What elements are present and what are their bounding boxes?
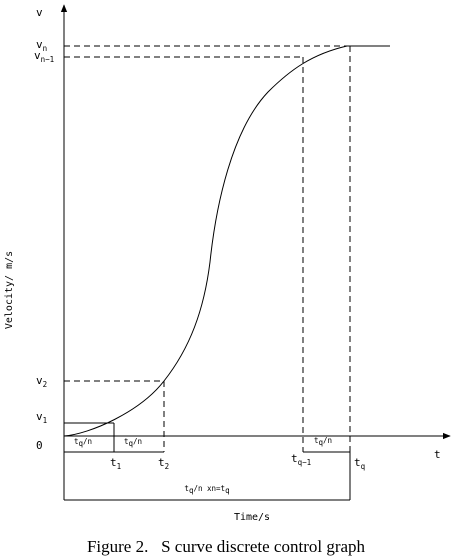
label-tq: tq — [354, 456, 365, 471]
label-vn: vn — [36, 38, 47, 53]
label-tq1: tq−1 — [291, 452, 311, 467]
y-axis-title: Velocity/ m/s — [4, 251, 15, 329]
label-t1: t1 — [110, 456, 121, 471]
s-curve — [63, 45, 348, 437]
label-v2: v2 — [36, 374, 47, 389]
x-axis-symbol: t — [434, 448, 441, 461]
box3-label: tq/n — [314, 436, 332, 447]
label-vn1: vn−1 — [34, 49, 54, 64]
label-t2: t2 — [158, 456, 169, 471]
x-axis-title: Time/s — [234, 512, 270, 523]
label-v1: v1 — [36, 410, 47, 425]
box2-label: tq/n — [124, 437, 142, 448]
box1-label: tq/n — [74, 437, 92, 448]
total-label: tq/n xn=tq — [184, 484, 229, 495]
y-axis-symbol: v — [36, 6, 43, 19]
figure-caption: Figure 2. S curve discrete control graph — [87, 537, 366, 556]
origin-label: 0 — [36, 439, 43, 452]
